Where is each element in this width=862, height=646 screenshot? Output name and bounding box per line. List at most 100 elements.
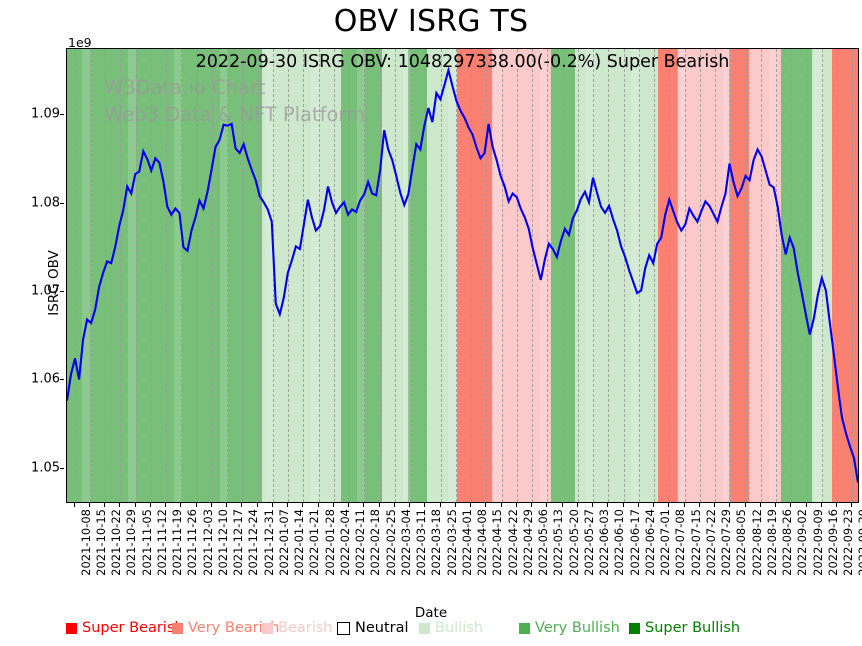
y-axis-tick-mark bbox=[60, 467, 64, 469]
grid-line bbox=[577, 49, 579, 502]
legend-label: Bullish bbox=[435, 620, 483, 636]
grid-line bbox=[181, 49, 183, 502]
obv-line-path bbox=[67, 65, 858, 483]
x-axis-tick-mark bbox=[271, 503, 273, 507]
x-axis-tick-label: 2022-06-10 bbox=[612, 509, 627, 576]
grid-line bbox=[852, 49, 854, 502]
x-axis-tick-label: 2021-12-03 bbox=[200, 509, 215, 576]
legend-item[interactable]: Super Bullish bbox=[629, 620, 740, 636]
regime-band-shade bbox=[311, 49, 320, 502]
grid-line bbox=[410, 49, 412, 502]
x-axis-tick-mark bbox=[775, 503, 777, 507]
regime-band bbox=[427, 49, 458, 502]
x-axis-tick-label: 2022-02-11 bbox=[353, 509, 368, 576]
regime-band-shade bbox=[768, 49, 777, 502]
x-axis-tick-mark bbox=[851, 503, 853, 507]
watermark-line-2: Web3 Data & NFT Platform bbox=[104, 103, 366, 126]
x-axis-tick-mark bbox=[531, 503, 533, 507]
x-axis-tick-mark bbox=[302, 503, 304, 507]
x-axis-tick-mark bbox=[576, 503, 578, 507]
regime-band-shade bbox=[173, 49, 183, 502]
x-axis-tick-label: 2022-03-25 bbox=[444, 509, 459, 576]
grid-line bbox=[684, 49, 686, 502]
regime-band-shade bbox=[82, 49, 91, 502]
regime-band-shade bbox=[722, 49, 732, 502]
x-axis-tick-mark bbox=[180, 503, 182, 507]
x-axis-tick-mark bbox=[424, 503, 426, 507]
grid-line bbox=[379, 49, 381, 502]
x-axis-tick-mark bbox=[820, 503, 822, 507]
x-axis-tick-mark bbox=[195, 503, 197, 507]
regime-band-shade bbox=[448, 49, 457, 502]
x-axis-tick-mark bbox=[668, 503, 670, 507]
watermark: W3Data.io Chart Web3 Data & NFT Platform bbox=[104, 74, 365, 128]
legend-item[interactable]: Very Bullish bbox=[519, 620, 620, 636]
x-axis-tick-label: 2022-03-11 bbox=[414, 509, 429, 576]
regime-bands bbox=[67, 49, 858, 502]
x-axis-tick-mark bbox=[607, 503, 609, 507]
grid-line bbox=[166, 49, 168, 502]
grid-line bbox=[715, 49, 717, 502]
grid-line bbox=[303, 49, 305, 502]
x-axis-tick-label: 2022-07-22 bbox=[703, 509, 718, 576]
x-axis-tick-mark bbox=[637, 503, 639, 507]
grid-line bbox=[593, 49, 595, 502]
x-axis-tick-label: 2021-12-17 bbox=[231, 509, 246, 576]
y-axis-tick-mark bbox=[60, 379, 64, 381]
grid-line bbox=[806, 49, 808, 502]
regime-band-shade bbox=[539, 49, 549, 502]
plot-area bbox=[66, 48, 859, 503]
x-axis-tick-label: 2022-01-07 bbox=[276, 509, 291, 576]
x-axis-tick-mark bbox=[836, 503, 838, 507]
y-axis-ticks: 1.05 1.06 1.07 1.08 1.09 bbox=[0, 48, 64, 503]
x-axis-tick-label: 2021-10-08 bbox=[78, 509, 93, 576]
y-axis-tick-label: 1.07 bbox=[31, 283, 60, 299]
x-axis-tick-label: 2022-07-08 bbox=[673, 509, 688, 576]
y-axis-tick-label: 1.05 bbox=[31, 460, 60, 476]
legend-item[interactable]: Very Bearish bbox=[172, 620, 279, 636]
grid-line bbox=[150, 49, 152, 502]
regime-band bbox=[141, 49, 224, 502]
regime-band bbox=[457, 49, 493, 502]
x-axis-tick-label: 2022-03-04 bbox=[398, 509, 413, 576]
grid-line bbox=[440, 49, 442, 502]
grid-line bbox=[654, 49, 656, 502]
x-axis-tick-label: 2021-10-22 bbox=[109, 509, 124, 576]
regime-band bbox=[748, 49, 781, 502]
x-axis-tick-label: 2021-10-15 bbox=[93, 509, 108, 576]
grid-line bbox=[288, 49, 290, 502]
regime-band bbox=[340, 49, 382, 502]
legend-item[interactable]: Bearish bbox=[262, 620, 333, 636]
grid-line bbox=[699, 49, 701, 502]
x-axis-tick-label: 2022-06-03 bbox=[597, 509, 612, 576]
x-axis-tick-mark bbox=[561, 503, 563, 507]
x-axis-tick-mark bbox=[378, 503, 380, 507]
x-axis-tick-label: 2022-05-27 bbox=[581, 509, 596, 576]
x-axis-tick-label: 2022-05-13 bbox=[551, 509, 566, 576]
x-axis-tick-label: 2022-01-14 bbox=[292, 509, 307, 576]
regime-band bbox=[550, 49, 575, 502]
grid-line bbox=[562, 49, 564, 502]
legend-item[interactable]: Bullish bbox=[419, 620, 483, 636]
x-axis-tick-label: 2022-09-16 bbox=[825, 509, 840, 576]
legend-label: Super Bullish bbox=[645, 620, 741, 636]
legend-item[interactable]: Super Bearish bbox=[66, 620, 184, 636]
legend-label: Super Bearish bbox=[82, 620, 184, 636]
x-axis-tick-mark bbox=[744, 503, 746, 507]
regime-band-shade bbox=[265, 49, 274, 502]
regime-band bbox=[289, 49, 341, 502]
grid-line bbox=[516, 49, 518, 502]
x-axis-tick-label: 2022-08-12 bbox=[749, 509, 764, 576]
legend-item[interactable]: Neutral bbox=[337, 620, 409, 636]
x-axis-tick-mark bbox=[500, 503, 502, 507]
grid-line bbox=[486, 49, 488, 502]
grid-line bbox=[730, 49, 732, 502]
grid-line bbox=[776, 49, 778, 502]
regime-band-shade bbox=[677, 49, 686, 502]
x-axis-tick-mark bbox=[363, 503, 365, 507]
grid-line bbox=[333, 49, 335, 502]
x-axis-tick-label: 2022-05-20 bbox=[566, 509, 581, 576]
x-axis-tick-mark bbox=[790, 503, 792, 507]
grid-line bbox=[364, 49, 366, 502]
y-axis-tick-mark bbox=[60, 114, 64, 116]
